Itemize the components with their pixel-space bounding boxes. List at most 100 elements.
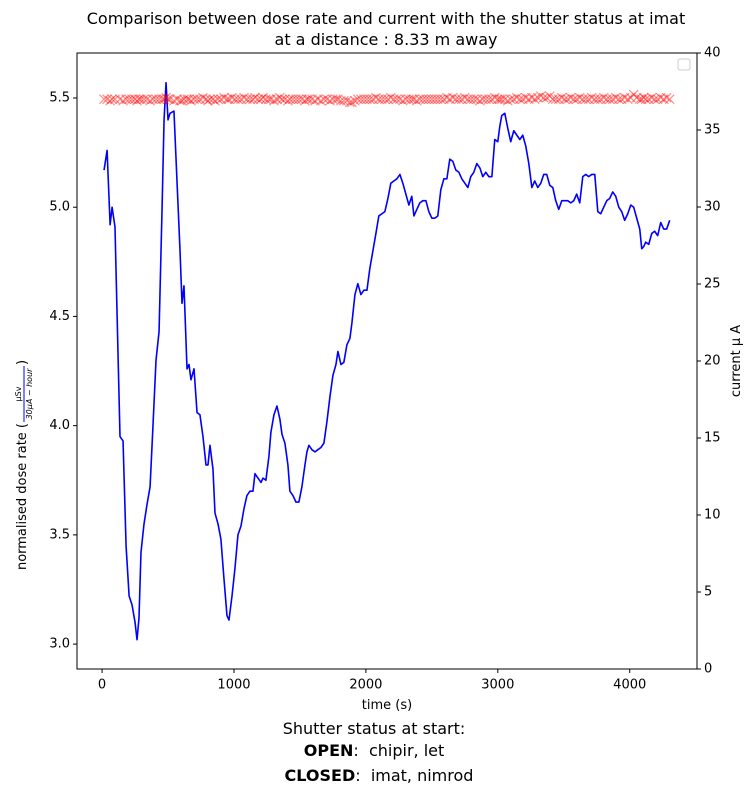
y2-tick-label: 15 <box>704 431 721 446</box>
current-marker <box>661 92 672 103</box>
current-marker <box>474 95 485 106</box>
current-marker <box>483 94 494 105</box>
current-marker <box>307 94 317 105</box>
current-marker <box>341 95 352 106</box>
y2-axis-label: current μ A <box>729 325 744 397</box>
current-marker <box>367 94 378 105</box>
current-marker <box>327 94 338 105</box>
current-marker <box>631 92 642 103</box>
y-tick-label: 4.5 <box>49 309 70 324</box>
current-marker <box>198 92 208 103</box>
current-marker <box>450 94 461 105</box>
current-marker <box>477 94 488 105</box>
current-marker <box>403 94 414 105</box>
current-marker <box>331 94 341 105</box>
current-marker <box>499 94 510 105</box>
y2-tick-label: 10 <box>704 508 721 523</box>
current-marker <box>250 92 260 103</box>
y2-tick-label: 35 <box>704 123 721 138</box>
current-marker <box>538 92 549 103</box>
current-marker <box>373 94 384 105</box>
current-marker <box>664 94 675 105</box>
current-marker <box>203 95 213 106</box>
current-marker <box>241 94 252 105</box>
y2-tick-label: 25 <box>704 277 721 292</box>
current-marker <box>157 94 168 105</box>
current-marker <box>426 94 437 105</box>
current-marker <box>264 94 274 105</box>
current-marker <box>607 94 618 105</box>
current-marker <box>628 89 639 100</box>
y2-tick-label: 20 <box>704 354 721 369</box>
y2-tick-label: 30 <box>704 200 721 215</box>
current-marker <box>505 94 516 105</box>
current-marker <box>453 94 464 105</box>
current-marker <box>397 95 408 106</box>
current-marker <box>471 94 482 105</box>
legend-box <box>677 58 691 71</box>
current-marker <box>604 94 615 105</box>
current-marker <box>364 94 375 105</box>
current-marker <box>269 95 279 106</box>
current-marker <box>502 95 513 106</box>
current-marker <box>338 95 349 106</box>
current-marker <box>219 92 229 103</box>
current-marker <box>189 94 199 105</box>
current-marker <box>616 94 627 105</box>
y2-tick-label: 40 <box>704 46 721 61</box>
current-marker <box>601 94 612 105</box>
y-tick-label: 3.5 <box>49 527 70 542</box>
current-marker <box>279 94 290 105</box>
current-marker <box>385 92 396 103</box>
chart-subtitle: at a distance : 8.33 m away <box>275 30 498 49</box>
current-marker <box>423 94 434 105</box>
dose-line <box>103 81 671 641</box>
current-marker <box>610 92 621 103</box>
current-marker <box>636 94 647 105</box>
current-marker <box>526 92 537 103</box>
current-marker <box>184 94 194 105</box>
current-marker <box>420 94 431 105</box>
current-marker <box>595 94 606 105</box>
current-marker <box>322 94 332 105</box>
current-marker <box>462 94 473 105</box>
current-marker <box>395 94 405 105</box>
current-marker <box>163 94 173 105</box>
current-marker <box>253 94 263 105</box>
current-marker <box>480 94 491 105</box>
current-marker <box>625 92 636 103</box>
current-marker <box>346 97 357 108</box>
x-tick-label: 0 <box>98 678 106 693</box>
current-marker <box>99 94 109 105</box>
current-marker <box>165 94 175 105</box>
note-closed: CLOSED: imat, nimrod <box>285 766 474 785</box>
current-marker <box>468 94 479 105</box>
current-marker <box>205 94 215 105</box>
current-marker <box>319 94 329 105</box>
open-key: OPEN <box>304 741 354 760</box>
current-marker <box>411 95 422 106</box>
current-marker <box>508 94 519 105</box>
current-marker <box>408 94 419 105</box>
current-marker <box>379 94 390 105</box>
current-marker <box>179 94 189 105</box>
current-marker <box>324 95 335 106</box>
current-marker <box>550 94 561 105</box>
current-marker <box>336 95 346 106</box>
current-marker <box>172 94 182 105</box>
current-marker <box>134 94 144 105</box>
closed-key: CLOSED <box>285 766 356 785</box>
current-marker <box>362 94 372 105</box>
plot-data <box>99 81 675 641</box>
current-marker <box>230 94 240 105</box>
current-marker <box>132 95 142 106</box>
current-marker <box>382 94 393 105</box>
current-marker <box>303 94 314 105</box>
current-marker <box>619 92 630 103</box>
current-marker <box>613 94 624 105</box>
current-marker <box>302 94 312 105</box>
current-marker <box>444 94 455 105</box>
current-marker <box>192 94 202 105</box>
current-marker <box>127 94 137 105</box>
